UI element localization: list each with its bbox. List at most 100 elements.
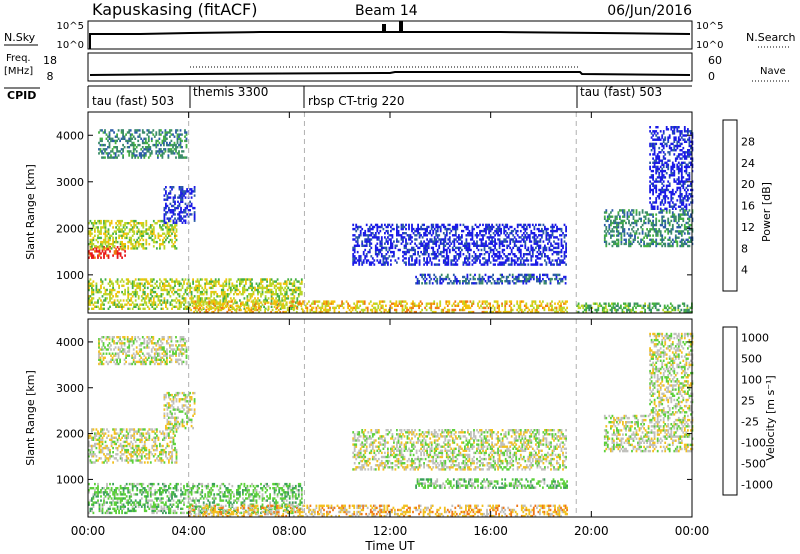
power-cell bbox=[131, 141, 134, 145]
power-cell bbox=[228, 286, 231, 290]
power-cell bbox=[172, 196, 175, 199]
power-cell bbox=[460, 300, 463, 303]
power-cell bbox=[443, 306, 446, 310]
power-cell bbox=[264, 308, 266, 312]
power-cell bbox=[405, 257, 407, 260]
freq-unit-label: [MHz] bbox=[4, 66, 33, 77]
power-cell bbox=[127, 288, 130, 292]
power-cell bbox=[629, 244, 632, 248]
power-cell bbox=[231, 288, 234, 292]
power-cell bbox=[455, 277, 458, 281]
power-cell bbox=[352, 253, 355, 256]
power-cell bbox=[554, 273, 556, 277]
power-cell bbox=[482, 229, 484, 233]
power-cell bbox=[620, 242, 623, 246]
power-cell bbox=[505, 277, 508, 281]
power-cell bbox=[171, 280, 173, 283]
power-cell bbox=[275, 288, 277, 292]
power-cell bbox=[122, 230, 125, 233]
power-cell bbox=[439, 300, 442, 303]
power-cell bbox=[193, 186, 196, 189]
power-cell bbox=[190, 297, 193, 300]
power-cell bbox=[108, 143, 111, 147]
power-cell bbox=[172, 280, 175, 283]
power-cell bbox=[162, 293, 164, 296]
power-cell bbox=[250, 300, 253, 303]
power-cell bbox=[523, 308, 526, 312]
power-cell bbox=[674, 219, 677, 223]
power-cell bbox=[109, 280, 111, 283]
power-cell bbox=[222, 288, 225, 292]
power-cell bbox=[441, 242, 444, 245]
power-cell bbox=[176, 139, 179, 143]
power-cell bbox=[171, 232, 173, 235]
power-cell bbox=[525, 282, 528, 285]
power-cell bbox=[521, 238, 524, 241]
power-cell bbox=[140, 230, 143, 233]
power-cell bbox=[104, 226, 107, 229]
power-cell bbox=[442, 280, 445, 283]
power-cell bbox=[300, 293, 303, 296]
power-cell bbox=[448, 232, 451, 235]
power-cell bbox=[100, 226, 102, 229]
power-cell bbox=[353, 227, 356, 231]
power-cell bbox=[481, 282, 484, 285]
power-cell bbox=[95, 222, 98, 225]
power-cell bbox=[456, 240, 459, 243]
power-cell bbox=[214, 300, 217, 303]
power-cell bbox=[556, 250, 558, 254]
power-cell bbox=[465, 261, 468, 264]
power-cell bbox=[677, 172, 680, 175]
power-cell bbox=[181, 196, 184, 199]
power-cell bbox=[442, 232, 445, 235]
power-cell bbox=[408, 259, 410, 262]
power-cell bbox=[504, 234, 507, 237]
power-cell bbox=[661, 167, 664, 171]
power-cell bbox=[144, 154, 147, 157]
power-cell bbox=[295, 306, 298, 310]
power-cell bbox=[252, 293, 255, 296]
power-cell bbox=[688, 223, 691, 227]
power-cell bbox=[507, 236, 510, 239]
power-cell bbox=[517, 275, 520, 279]
power-cell bbox=[445, 261, 448, 264]
power-cell bbox=[183, 215, 185, 218]
power-cell bbox=[112, 286, 114, 290]
power-cell bbox=[183, 190, 185, 193]
power-cell bbox=[199, 297, 202, 300]
power-cell bbox=[380, 246, 383, 250]
power-cell bbox=[653, 223, 656, 227]
power-cell bbox=[481, 275, 484, 279]
power-cell bbox=[685, 242, 688, 246]
power-cell bbox=[341, 302, 343, 305]
power-cell bbox=[133, 226, 136, 229]
power-cell bbox=[677, 161, 680, 164]
power-cell bbox=[238, 308, 241, 312]
power-cell bbox=[110, 288, 113, 292]
power-cell bbox=[223, 295, 226, 298]
power-cell bbox=[368, 261, 371, 264]
power-cell bbox=[279, 302, 282, 305]
power-cell bbox=[509, 232, 512, 235]
power-cell bbox=[121, 256, 123, 259]
power-cell bbox=[377, 225, 380, 229]
power-cell bbox=[531, 275, 534, 279]
power-cell bbox=[98, 250, 101, 253]
power-cell bbox=[390, 263, 392, 266]
power-cell bbox=[281, 297, 284, 300]
power-cell bbox=[500, 261, 502, 264]
power-cell bbox=[527, 253, 530, 256]
power-cell bbox=[388, 234, 391, 237]
power-cell bbox=[659, 178, 662, 181]
power-cell bbox=[179, 146, 182, 149]
power-cell bbox=[355, 223, 358, 227]
power-cell bbox=[468, 229, 471, 233]
power-cell bbox=[458, 246, 460, 250]
power-cell bbox=[613, 230, 615, 233]
power-cell bbox=[124, 303, 126, 306]
power-cell bbox=[448, 244, 451, 247]
nsky-right-tick-top: 10^5 bbox=[696, 21, 723, 32]
power-cell bbox=[176, 152, 179, 155]
power-cell bbox=[126, 139, 129, 143]
power-cell bbox=[190, 188, 193, 191]
